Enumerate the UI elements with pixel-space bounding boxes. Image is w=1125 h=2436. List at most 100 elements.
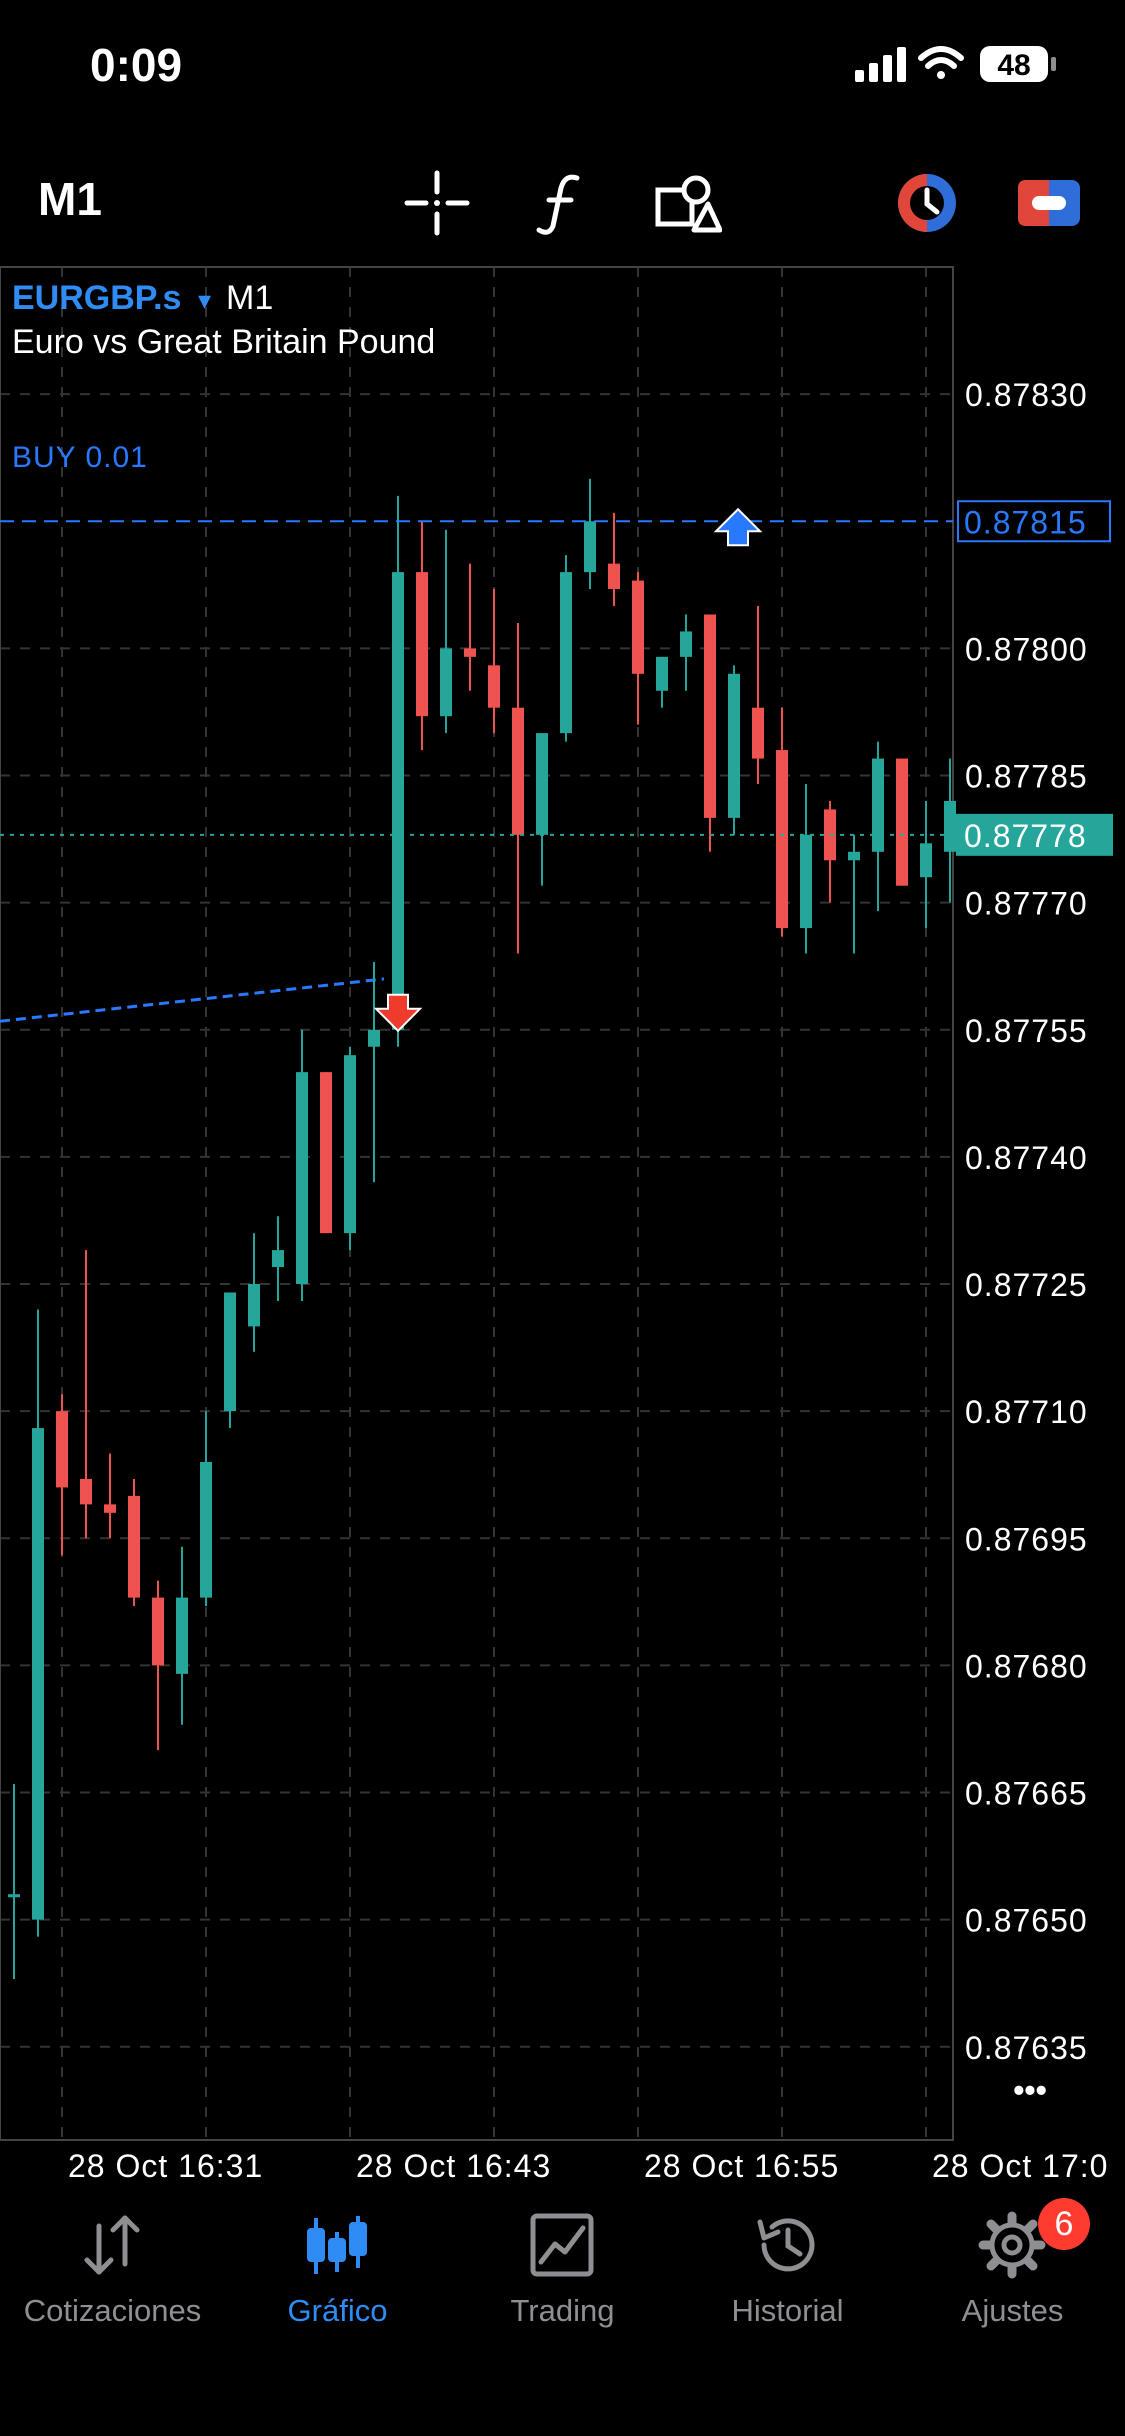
candle-body — [128, 1495, 140, 1598]
time-tick-label: 28 Oct 17:0 — [932, 2148, 1108, 2180]
chart-candles-icon — [307, 2216, 367, 2274]
candle-body — [536, 733, 548, 835]
candle-body — [872, 758, 884, 852]
candle — [80, 1250, 92, 1539]
objects-icon[interactable] — [652, 168, 722, 238]
price-chart[interactable]: 0.87815 0.87778 0.87830 0.87800 0.87785 0.87… — [0, 265, 1125, 2184]
price-tick-label: 0.87665 — [965, 1776, 1088, 1812]
symbol-name[interactable]: EURGBP.s — [12, 279, 181, 317]
candle-body — [800, 834, 812, 929]
account-icon[interactable] — [1014, 168, 1084, 238]
candle-body — [656, 656, 668, 691]
candle — [488, 589, 500, 734]
tab-trading[interactable]: Trading — [450, 2180, 675, 2360]
chart-grid — [0, 267, 953, 2140]
candle — [392, 495, 404, 1047]
status-bar: 0:09 48 — [0, 0, 1125, 140]
tab-historial[interactable]: Historial — [675, 2180, 900, 2360]
candle-body — [848, 851, 860, 861]
price-axis: 0.87830 0.87800 0.87785 0.87770 0.87755 0.877… — [965, 377, 1088, 2066]
chart-toolbar: M1 — [0, 140, 1125, 265]
plot-frame — [0, 266, 954, 2141]
time-axis: 28 Oct 16:31 28 Oct 16:43 28 Oct 16:55 28 O… — [68, 2148, 1108, 2184]
price-tick-label: 0.87755 — [965, 1013, 1088, 1049]
candle — [200, 1411, 212, 1607]
candle-body — [680, 631, 692, 657]
candle-body — [80, 1478, 92, 1505]
candle — [632, 572, 644, 725]
settings-gear-icon — [978, 2211, 1046, 2279]
candle-body — [272, 1250, 284, 1268]
tab-grafico[interactable]: Gráfico — [225, 2180, 450, 2360]
candle — [728, 665, 740, 835]
candle — [656, 656, 668, 708]
candle-body — [920, 843, 932, 878]
candle-body — [728, 673, 740, 818]
candle — [776, 707, 788, 937]
indicators-icon[interactable] — [527, 168, 597, 238]
candle-body — [32, 1428, 44, 1920]
ma-line — [0, 977, 385, 1023]
settings-badge: 6 — [1038, 2198, 1090, 2250]
trade-toggle-icon[interactable] — [892, 168, 962, 238]
candle — [128, 1478, 140, 1607]
quotes-arrows-icon — [84, 2215, 140, 2275]
price-tick-label: 0.87740 — [965, 1140, 1088, 1176]
candle — [896, 758, 908, 886]
candle-body — [368, 1029, 380, 1047]
candle — [560, 555, 572, 742]
price-tick-label: 0.87830 — [965, 377, 1088, 413]
buy-price-tag — [957, 500, 1111, 543]
candle-body — [104, 1504, 116, 1513]
tab-label: Historial — [731, 2293, 844, 2328]
crosshair-icon[interactable] — [402, 168, 472, 238]
candle-body — [440, 648, 452, 717]
candle — [440, 529, 452, 734]
candle-body — [608, 563, 620, 590]
more-options-icon[interactable]: ••• — [1013, 2072, 1047, 2108]
candle — [944, 758, 956, 903]
candle-body — [224, 1292, 236, 1412]
candle-body — [176, 1597, 188, 1674]
candle — [536, 733, 548, 886]
buy-position-label[interactable]: BUY 0.01 — [12, 441, 148, 474]
price-tick-label: 0.87710 — [965, 1394, 1088, 1430]
time-tick-label: 28 Oct 16:31 — [68, 2148, 263, 2180]
candle — [608, 512, 620, 607]
candle-body — [896, 758, 908, 886]
tab-cotizaciones[interactable]: Cotizaciones — [0, 2180, 225, 2360]
candle — [800, 783, 812, 954]
status-time: 0:09 — [90, 39, 183, 91]
candle-body — [248, 1284, 260, 1327]
battery-level: 48 — [997, 49, 1030, 82]
candle-body — [704, 614, 716, 818]
buy-price-label: 0.87815 — [964, 504, 1087, 540]
candle — [848, 834, 860, 954]
tab-label: Cotizaciones — [23, 2293, 202, 2328]
candle-body — [200, 1461, 212, 1598]
current-price-tag — [956, 813, 1113, 856]
symbol-dropdown-icon[interactable]: ▾ — [198, 285, 211, 315]
price-tick-label: 0.87695 — [965, 1521, 1088, 1557]
candle-body — [344, 1055, 356, 1234]
candle — [920, 800, 932, 929]
candle — [824, 800, 836, 903]
symbol-timeframe: M1 — [226, 279, 273, 317]
bottom-tab-bar: Cotizaciones Gráfico Trading Historial — [0, 2180, 1125, 2436]
candle — [416, 521, 428, 751]
price-tick-label: 0.87800 — [965, 631, 1088, 667]
current-price-label: 0.87778 — [964, 818, 1087, 854]
tab-ajustes[interactable]: 6 Ajustes — [900, 2180, 1125, 2360]
candle-body — [392, 572, 404, 1030]
candle — [56, 1394, 68, 1556]
candle-body — [464, 648, 476, 657]
price-levels: 0.87815 0.87778 — [0, 500, 1113, 1033]
candle — [32, 1309, 44, 1937]
candle-body — [584, 521, 596, 573]
candle — [680, 614, 692, 691]
candle — [584, 478, 596, 590]
sell-arrow-icon — [373, 993, 423, 1033]
timeframe-button[interactable]: M1 — [38, 173, 102, 225]
trading-chart-icon — [530, 2213, 594, 2277]
